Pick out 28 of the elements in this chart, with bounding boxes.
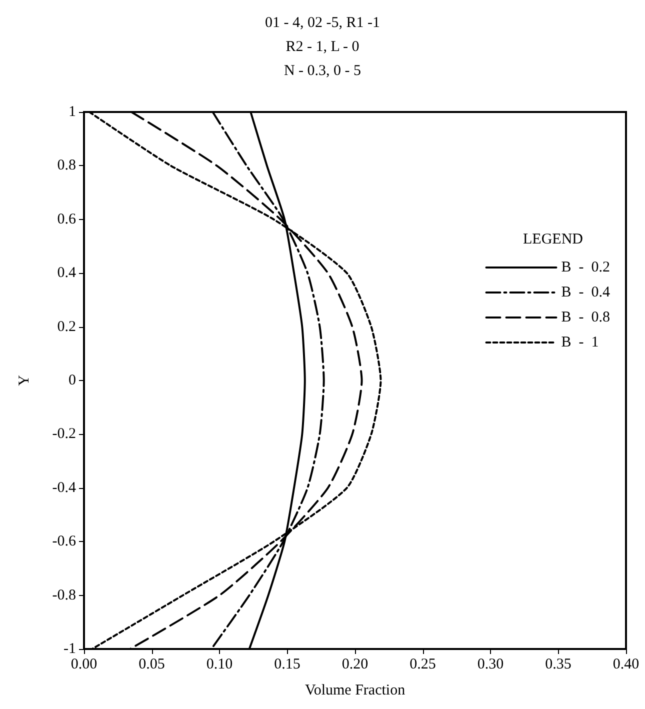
x-tick-label: 0.40: [612, 656, 640, 672]
x-tick-label: 0.10: [206, 656, 233, 672]
x-tick-label: 0.25: [410, 656, 436, 672]
legend-title: LEGEND: [523, 232, 584, 248]
y-tick-label: -0.2: [52, 426, 76, 442]
y-tick-label: 0.2: [57, 318, 76, 335]
y-tick-label: -1: [64, 641, 76, 657]
x-tick-label: 0.00: [70, 656, 98, 672]
legend-label: B - 0.8: [561, 310, 610, 326]
x-tick-label: 0.30: [477, 656, 504, 672]
y-tick-label: 0.6: [57, 211, 76, 228]
y-tick-label: -0.4: [52, 480, 76, 496]
x-tick-label: 0.35: [545, 656, 572, 672]
legend-label: B - 0.4: [561, 284, 610, 300]
y-tick-label: -0.8: [52, 587, 76, 604]
x-axis-title: Volume Fraction: [304, 682, 406, 698]
y-tick-label: 0: [68, 372, 76, 388]
y-tick-label: 0.8: [57, 158, 76, 174]
y-tick-label: 1: [68, 104, 76, 120]
x-tick-label: 0.05: [138, 656, 165, 672]
y-tick-label: 0.4: [57, 265, 76, 282]
x-tick-label: 0.15: [274, 656, 300, 672]
x-tick-label: 0.20: [342, 656, 368, 672]
y-tick-label: -0.6: [52, 534, 76, 550]
legend-label: B - 1: [561, 334, 599, 350]
legend-label: B - 0.2: [561, 260, 610, 276]
chart-title: 01 - 4, 02 -5, R1 -1 R2 - 1, L - 0 N - 0.3, 0 - 5: [265, 15, 380, 79]
y-axis-title: Y: [16, 374, 32, 386]
